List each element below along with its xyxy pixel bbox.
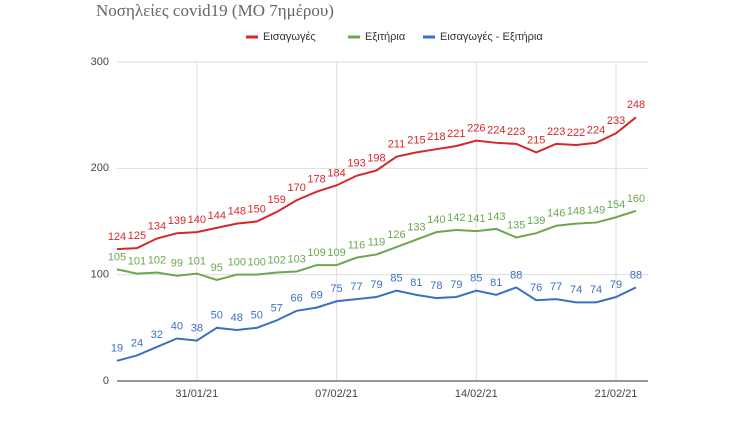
data-label: 146 <box>547 208 565 220</box>
data-label: 184 <box>327 167 345 179</box>
data-label: 78 <box>430 280 442 292</box>
data-label: 134 <box>148 220 166 232</box>
data-label: 215 <box>527 134 545 146</box>
data-label: 135 <box>507 219 525 231</box>
y-tick-label: 200 <box>91 162 109 174</box>
data-label: 150 <box>248 203 266 215</box>
data-label: 102 <box>268 254 286 266</box>
data-label: 133 <box>407 221 425 233</box>
data-label: 100 <box>228 257 246 269</box>
data-label: 198 <box>367 152 385 164</box>
data-label: 222 <box>567 127 585 139</box>
x-tick-label: 31/01/21 <box>175 388 218 400</box>
data-label: 101 <box>188 256 206 268</box>
data-label: 215 <box>407 134 425 146</box>
data-label: 170 <box>287 182 305 194</box>
data-label: 99 <box>171 258 183 270</box>
data-label: 141 <box>467 213 485 225</box>
data-label: 101 <box>128 256 146 268</box>
data-label: 221 <box>447 128 465 140</box>
data-label: 100 <box>248 257 266 269</box>
data-label: 57 <box>271 302 283 314</box>
data-label: 74 <box>590 284 602 296</box>
data-label: 218 <box>427 131 445 143</box>
data-label: 142 <box>447 212 465 224</box>
data-label: 154 <box>607 199 625 211</box>
data-label: 103 <box>287 253 305 265</box>
series-line <box>116 209 637 282</box>
data-label: 140 <box>188 214 206 226</box>
series-line <box>116 116 637 251</box>
y-tick-label: 0 <box>103 375 109 387</box>
data-label: 148 <box>567 206 585 218</box>
data-label: 109 <box>307 247 325 259</box>
data-label: 233 <box>607 115 625 127</box>
data-label: 139 <box>527 215 545 227</box>
data-label: 224 <box>487 125 505 137</box>
data-label: 160 <box>627 193 645 205</box>
chart-title: Νοσηλείες covid19 (ΜΟ 7ημέρου) <box>96 1 334 20</box>
data-label: 193 <box>347 158 365 170</box>
data-label: 24 <box>131 337 143 349</box>
data-label: 140 <box>427 214 445 226</box>
legend-label: Εξιτήρια <box>365 31 406 43</box>
data-label: 79 <box>450 279 462 291</box>
data-label: 144 <box>208 210 226 222</box>
data-label: 178 <box>307 174 325 186</box>
data-label: 75 <box>330 283 342 295</box>
data-label: 125 <box>128 230 146 242</box>
data-label: 95 <box>211 262 223 274</box>
series-line <box>116 286 637 362</box>
data-label: 126 <box>387 229 405 241</box>
data-label: 85 <box>390 273 402 285</box>
data-label: 32 <box>151 329 163 341</box>
data-label: 77 <box>550 281 562 293</box>
data-label: 76 <box>530 282 542 294</box>
data-label: 248 <box>627 99 645 111</box>
data-label: 143 <box>487 211 505 223</box>
data-label: 105 <box>108 251 126 263</box>
data-label: 226 <box>467 123 485 135</box>
data-label: 88 <box>630 269 642 281</box>
data-label: 66 <box>291 293 303 305</box>
y-tick-label: 300 <box>91 56 109 68</box>
data-label: 149 <box>587 204 605 216</box>
legend-label: Εισαγωγές - Εξιτήρια <box>440 31 543 43</box>
data-label: 148 <box>228 206 246 218</box>
data-label: 139 <box>168 215 186 227</box>
x-tick-label: 14/02/21 <box>455 388 498 400</box>
data-label: 77 <box>350 281 362 293</box>
data-label: 50 <box>251 310 263 322</box>
data-label: 124 <box>108 231 126 243</box>
data-label: 40 <box>171 320 183 332</box>
x-tick-label: 21/02/21 <box>595 388 638 400</box>
data-label: 109 <box>327 247 345 259</box>
data-label: 81 <box>410 277 422 289</box>
data-label: 159 <box>268 194 286 206</box>
data-label: 79 <box>370 279 382 291</box>
data-label: 69 <box>310 290 322 302</box>
data-label: 102 <box>148 254 166 266</box>
data-label: 81 <box>490 277 502 289</box>
data-label: 48 <box>231 312 243 324</box>
data-label: 223 <box>547 126 565 138</box>
data-label: 19 <box>111 343 123 355</box>
data-label: 38 <box>191 322 203 334</box>
legend-label: Εισαγωγές <box>263 31 316 43</box>
data-label: 211 <box>388 139 406 151</box>
data-label: 85 <box>470 273 482 285</box>
data-label: 74 <box>570 284 582 296</box>
data-label: 88 <box>510 269 522 281</box>
data-label: 223 <box>507 126 525 138</box>
data-label: 50 <box>211 310 223 322</box>
data-label: 224 <box>587 125 605 137</box>
data-label: 116 <box>348 240 366 252</box>
x-tick-label: 07/02/21 <box>315 388 358 400</box>
y-tick-label: 100 <box>91 269 109 281</box>
data-label: 79 <box>610 279 622 291</box>
data-label: 119 <box>368 236 386 248</box>
